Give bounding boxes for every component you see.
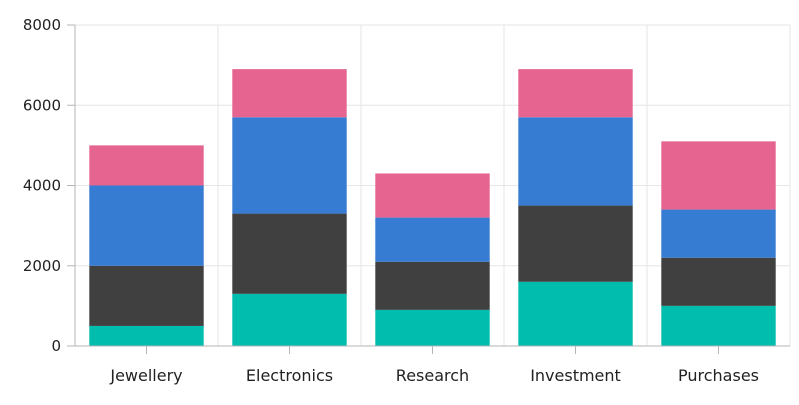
bar-segment-purchases-4[interactable]	[661, 141, 776, 210]
bar-segment-jewellery-3[interactable]	[89, 185, 204, 266]
x-category-label: Investment	[530, 366, 621, 385]
bar-segment-research-2[interactable]	[375, 261, 490, 310]
x-category-label: Electronics	[246, 366, 333, 385]
bar-segment-jewellery-4[interactable]	[89, 145, 204, 186]
bar-segment-electronics-1[interactable]	[232, 293, 347, 346]
bar-segment-purchases-3[interactable]	[661, 209, 776, 258]
bar-segment-electronics-2[interactable]	[232, 213, 347, 294]
bar-layer	[89, 69, 776, 346]
bar-segment-investment-4[interactable]	[518, 69, 633, 118]
bar-segment-research-4[interactable]	[375, 173, 490, 218]
y-tick-label: 6000	[23, 96, 61, 114]
bar-segment-jewellery-1[interactable]	[89, 325, 204, 346]
y-tick-label: 2000	[23, 257, 61, 275]
bar-segment-research-1[interactable]	[375, 309, 490, 346]
bar-segment-electronics-4[interactable]	[232, 69, 347, 118]
axis-layer: 0 2000 4000 6000 8000 Jewellery Electronics Res…	[23, 16, 790, 385]
x-category-label: Jewellery	[109, 366, 182, 385]
bar-segment-investment-2[interactable]	[518, 205, 633, 282]
x-category-label: Purchases	[678, 366, 759, 385]
x-category-label: Research	[396, 366, 469, 385]
y-tick-label: 8000	[23, 16, 61, 34]
y-tick-label: 4000	[23, 177, 61, 195]
bar-segment-purchases-1[interactable]	[661, 305, 776, 346]
bar-segment-research-3[interactable]	[375, 217, 490, 262]
bar-segment-investment-1[interactable]	[518, 281, 633, 346]
bar-segment-purchases-2[interactable]	[661, 257, 776, 306]
bar-segment-electronics-3[interactable]	[232, 117, 347, 214]
bar-segment-jewellery-2[interactable]	[89, 265, 204, 326]
bar-segment-investment-3[interactable]	[518, 117, 633, 206]
y-tick-label: 0	[51, 337, 61, 355]
